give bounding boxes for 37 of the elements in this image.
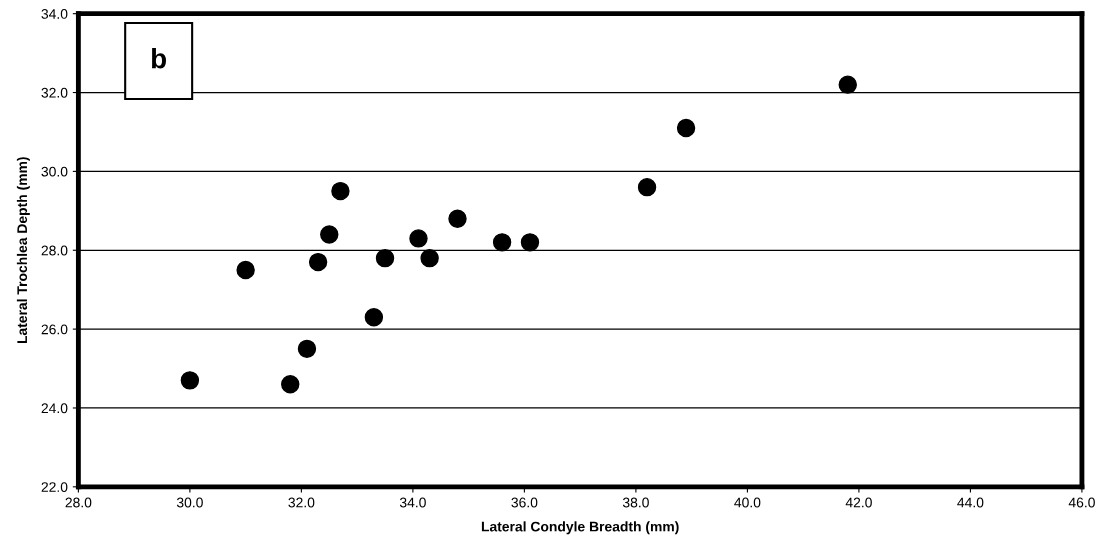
point xyxy=(520,233,540,252)
x-tick-label: 46.0 xyxy=(1068,497,1095,508)
y-tick-label: 24.0 xyxy=(41,403,68,414)
x-tick-label: 34.0 xyxy=(399,497,426,508)
point xyxy=(331,181,350,201)
point xyxy=(308,252,328,272)
y-tick-label: 28.0 xyxy=(41,245,68,256)
x-tick-label: 38.0 xyxy=(622,497,649,508)
y-tick-label: 34.0 xyxy=(41,9,68,19)
y-tick-label: 22.0 xyxy=(41,482,68,492)
x-tick-label: 32.0 xyxy=(288,497,315,508)
point xyxy=(180,371,200,390)
x-axis-title: Lateral Condyle Breadth (mm) xyxy=(481,521,679,535)
x-tick-label: 44.0 xyxy=(957,497,984,508)
x-tick-label: 28.0 xyxy=(65,497,92,508)
y-axis-title: Lateral Trochlea Depth (mm) xyxy=(16,157,30,344)
point xyxy=(281,375,300,394)
x-tick-label: 36.0 xyxy=(511,497,538,508)
point xyxy=(838,75,857,94)
point xyxy=(364,308,384,327)
x-tick-label: 30.0 xyxy=(176,497,203,508)
point xyxy=(637,177,657,197)
point xyxy=(409,229,428,248)
point xyxy=(375,248,395,268)
point xyxy=(297,339,317,359)
annotation: b xyxy=(152,48,167,69)
x-tick-label: 42.0 xyxy=(845,497,872,508)
y-tick-label: 30.0 xyxy=(41,166,68,177)
point xyxy=(448,209,467,228)
point xyxy=(236,260,255,280)
point xyxy=(420,248,439,268)
y-tick-label: 32.0 xyxy=(41,87,68,98)
x-tick-label: 40.0 xyxy=(734,497,761,508)
y-tick-label: 26.0 xyxy=(41,324,68,335)
point xyxy=(320,225,339,244)
point xyxy=(676,118,696,138)
point xyxy=(492,233,512,252)
